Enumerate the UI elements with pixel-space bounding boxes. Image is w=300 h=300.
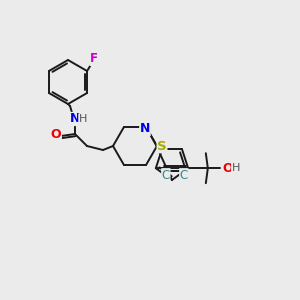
Text: H: H (232, 163, 240, 173)
Text: O: O (51, 128, 61, 142)
Text: N: N (140, 122, 150, 135)
Text: C: C (180, 169, 188, 182)
Text: C: C (162, 169, 170, 182)
Text: F: F (90, 52, 98, 65)
Text: N: N (70, 112, 80, 125)
Text: S: S (157, 140, 167, 153)
Text: O: O (223, 162, 233, 175)
Text: H: H (79, 114, 87, 124)
